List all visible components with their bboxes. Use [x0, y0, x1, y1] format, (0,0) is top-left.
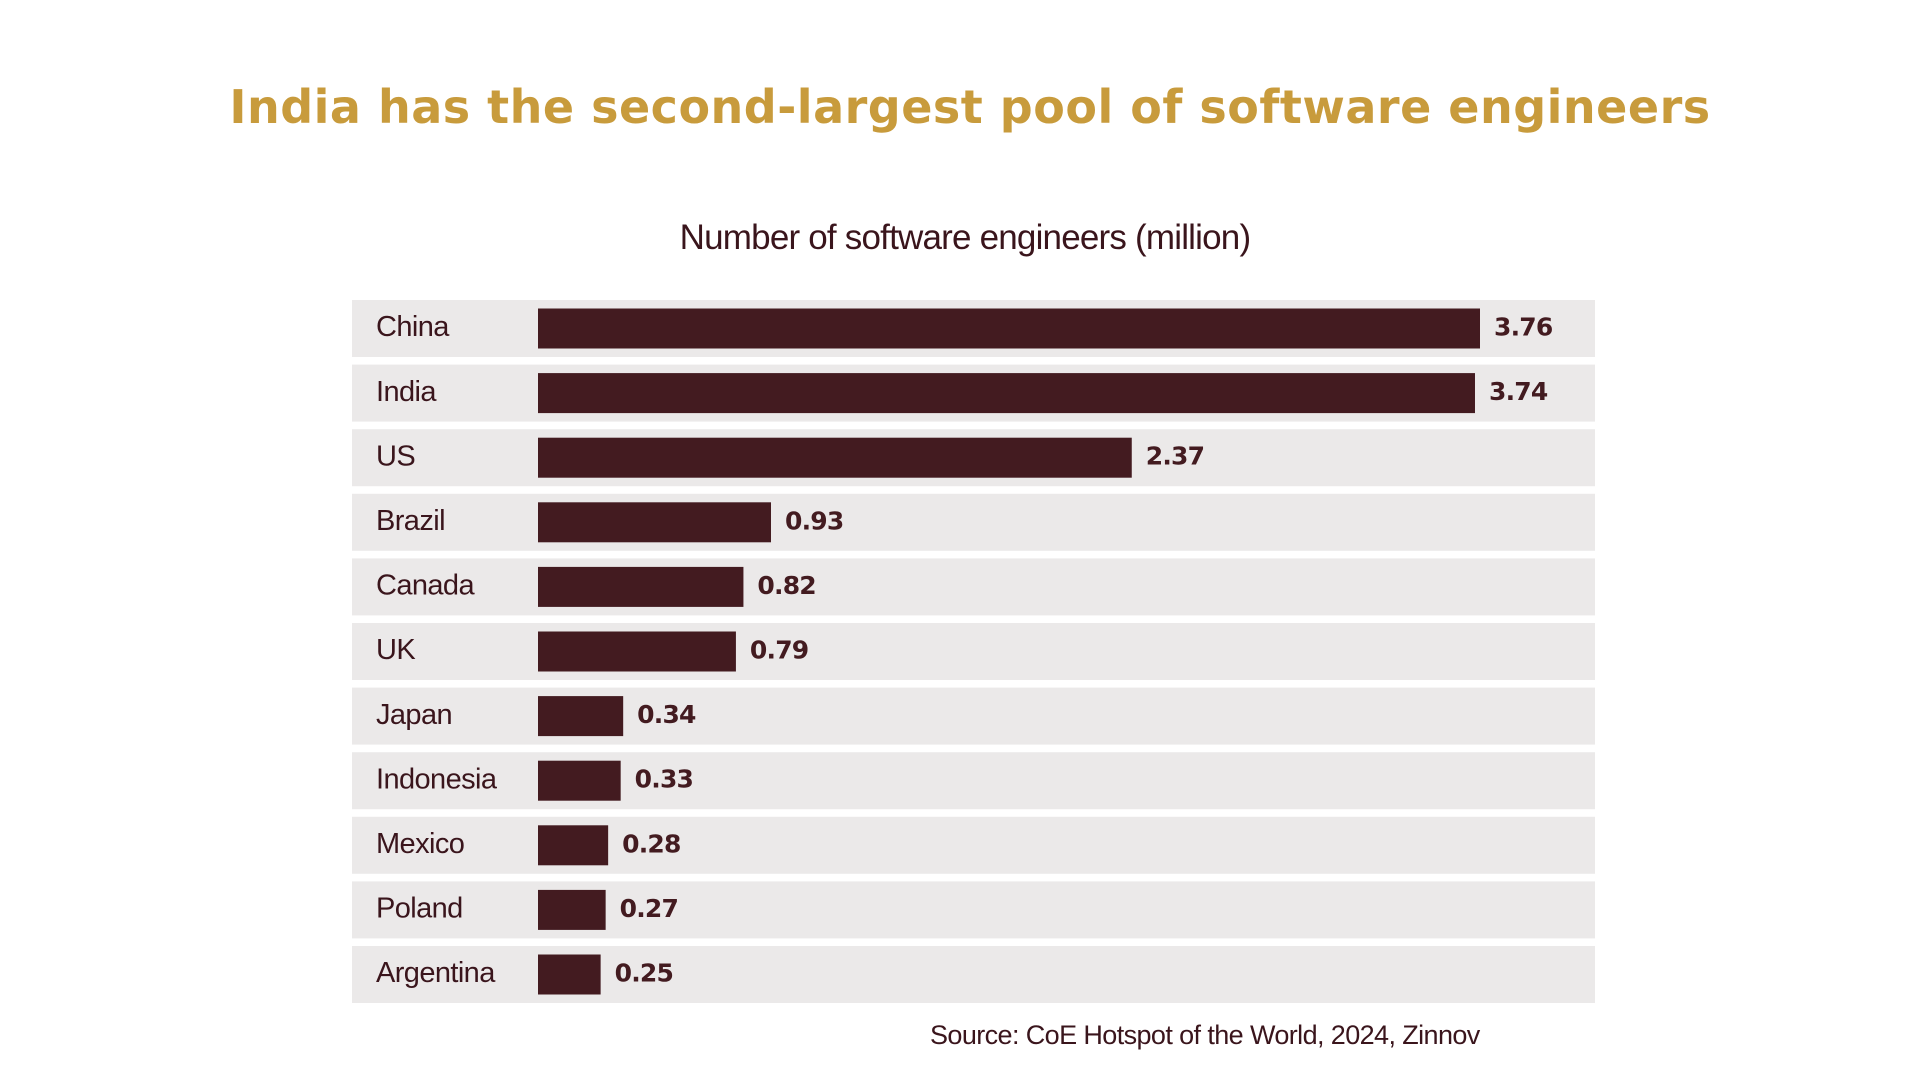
- bar: [538, 308, 1480, 349]
- category-label: Japan: [376, 699, 452, 731]
- category-label: US: [376, 440, 415, 472]
- data-label: 0.33: [635, 765, 693, 794]
- data-label: 2.37: [1146, 442, 1204, 471]
- data-label: 0.82: [757, 571, 815, 600]
- source-note: Source: CoE Hotspot of the World, 2024, …: [930, 1020, 1480, 1050]
- data-label: 3.74: [1489, 377, 1548, 406]
- category-label: Brazil: [376, 505, 445, 537]
- category-label: Poland: [376, 893, 463, 925]
- data-label: 0.27: [620, 894, 678, 923]
- bar: [538, 760, 621, 801]
- bar: [538, 825, 609, 866]
- data-label: 0.25: [615, 959, 673, 988]
- category-label: UK: [376, 634, 416, 666]
- bar: [538, 889, 606, 930]
- data-label: 0.28: [622, 829, 680, 858]
- category-label: India: [376, 376, 437, 408]
- category-label: Mexico: [376, 828, 464, 860]
- chart-title: India has the second-largest pool of sof…: [229, 80, 1711, 134]
- data-label: 0.34: [637, 700, 696, 729]
- chart-subtitle: Number of software engineers (million): [679, 218, 1251, 257]
- category-label: Argentina: [376, 957, 496, 989]
- category-label: Indonesia: [376, 763, 498, 795]
- bar: [538, 566, 744, 607]
- data-label: 3.76: [1494, 313, 1553, 342]
- data-label: 0.79: [750, 636, 808, 665]
- bar: [538, 502, 771, 543]
- category-label: China: [376, 311, 450, 343]
- data-label: 0.93: [785, 506, 843, 535]
- bar: [538, 373, 1475, 414]
- bar: [538, 437, 1132, 478]
- category-label: Canada: [376, 570, 475, 602]
- bar: [538, 696, 624, 737]
- bar: [538, 954, 601, 995]
- bar: [538, 631, 736, 672]
